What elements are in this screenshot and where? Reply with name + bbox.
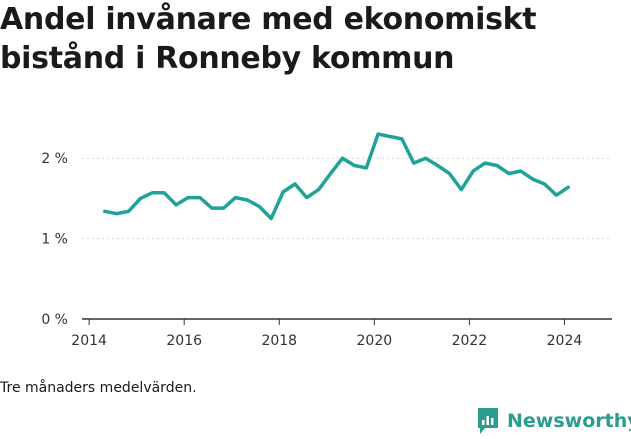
brand-name: Newsworthy bbox=[507, 410, 631, 432]
y-tick-label-0: 0 % bbox=[41, 312, 68, 328]
x-tick-label-4: 2022 bbox=[452, 333, 488, 349]
x-tick-label-0: 2014 bbox=[71, 333, 107, 349]
x-tick-label-3: 2020 bbox=[357, 333, 393, 349]
x-tick-label-1: 2016 bbox=[166, 333, 202, 349]
y-tick-label-1: 1 % bbox=[41, 232, 68, 248]
y-axis: 0 % 1 % 2 % bbox=[41, 151, 68, 328]
x-tick-label-5: 2024 bbox=[547, 333, 583, 349]
data-points bbox=[103, 132, 570, 220]
brand-logo: Newsworthy bbox=[476, 406, 631, 436]
gridlines bbox=[82, 157, 612, 320]
y-tick-label-2: 2 % bbox=[41, 151, 68, 167]
x-tick-label-2: 2018 bbox=[261, 333, 297, 349]
footnote: Tre månaders medelvärden. bbox=[0, 380, 197, 396]
line-chart: 2014 2016 2018 2020 2022 2024 0 % 1 % 2 % bbox=[41, 132, 612, 349]
chart-title: Andel invånare med ekonomiskt bistånd i … bbox=[0, 2, 537, 76]
series-line bbox=[103, 132, 571, 221]
x-axis: 2014 2016 2018 2020 2022 2024 bbox=[71, 319, 582, 349]
bar-chart-logo-icon bbox=[478, 408, 498, 434]
